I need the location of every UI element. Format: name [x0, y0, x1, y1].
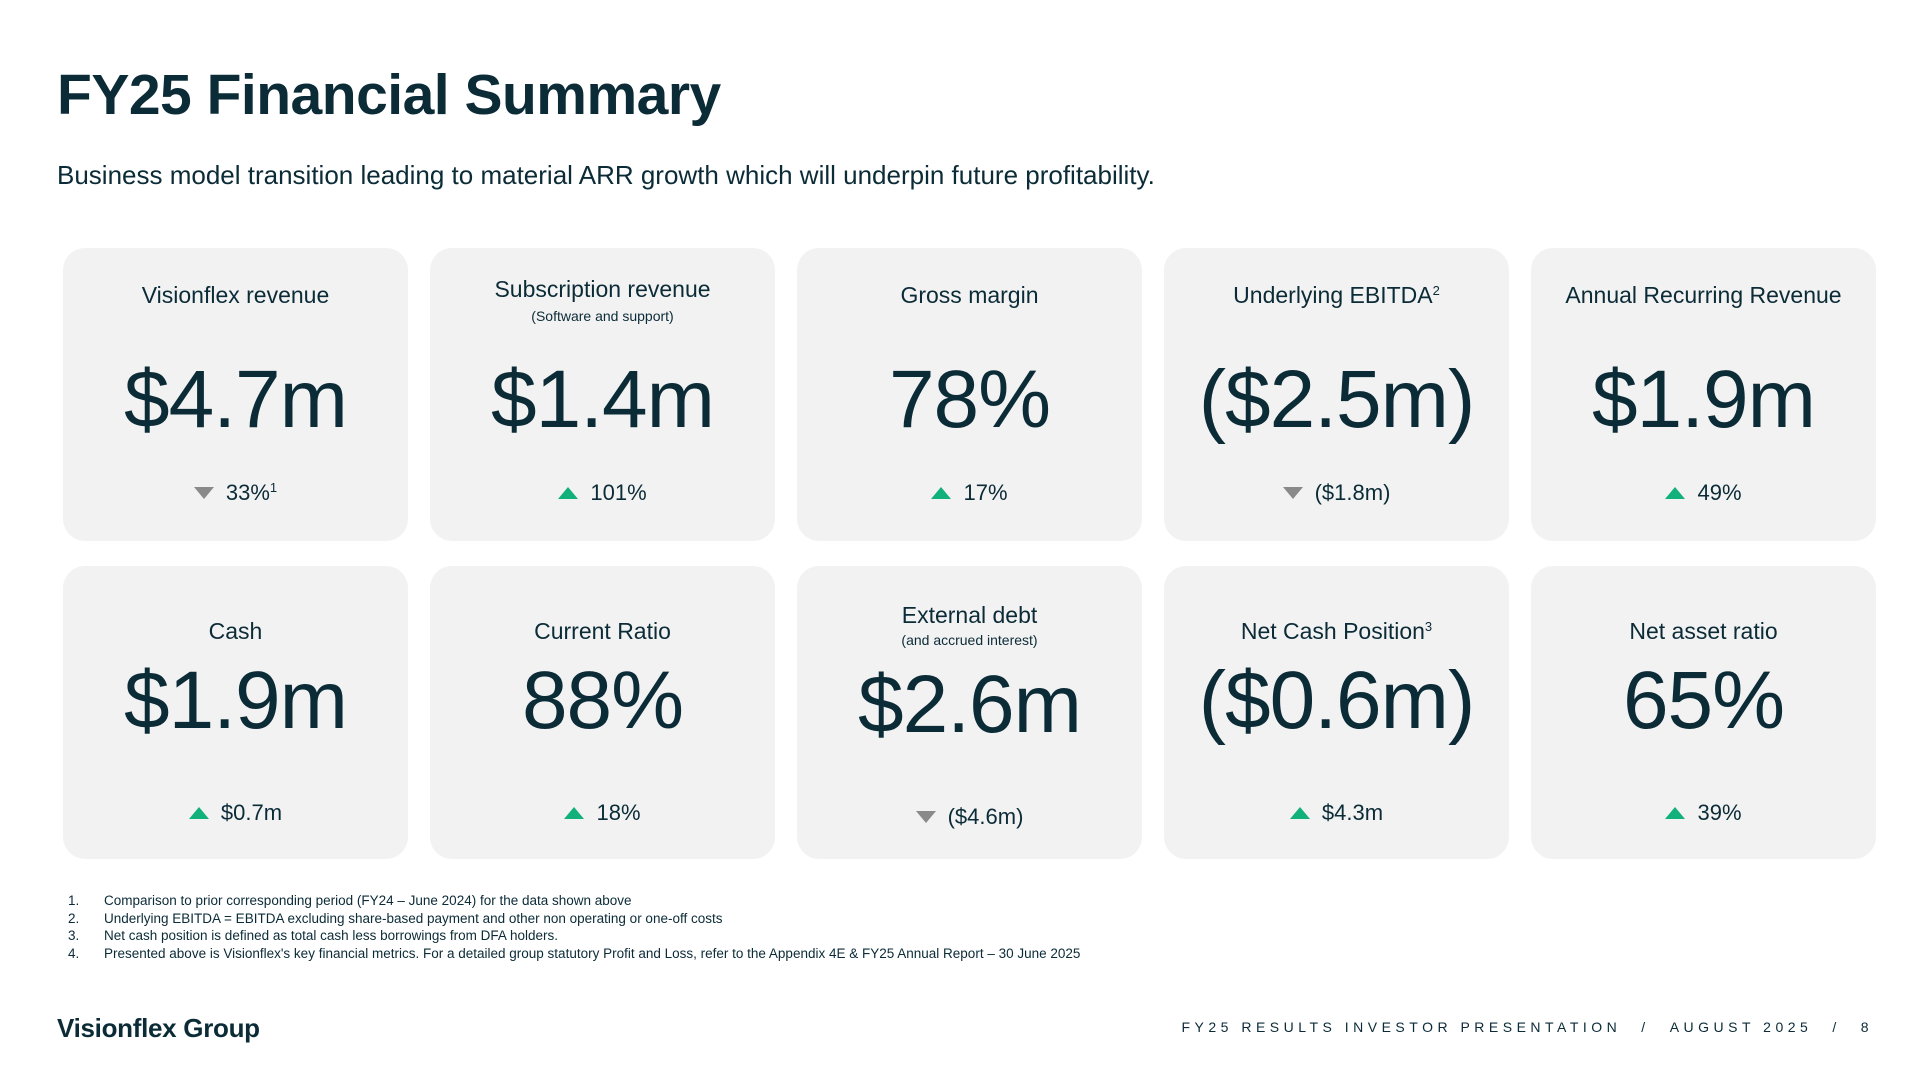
metric-change-value: 49%	[1697, 480, 1742, 505]
footnote-item: 3. Net cash position is defined as total …	[68, 928, 558, 943]
metric-change: 49%	[1531, 480, 1876, 506]
metric-sublabel: (Software and support)	[531, 308, 674, 324]
metric-label: Visionflex revenue	[141, 282, 330, 308]
metric-label: Underlying EBITDA2	[1233, 282, 1440, 308]
metric-value: ($2.5m)	[1198, 354, 1476, 445]
metric-value: $2.6m	[858, 659, 1082, 750]
metrics-grid: Visionflex revenue $4.7m 33%1 Subscripti…	[63, 248, 1876, 859]
metric-value: $4.7m	[124, 354, 348, 445]
metric-sublabel: (and accrued interest)	[901, 632, 1038, 648]
metric-change: 39%	[1531, 800, 1876, 826]
footnotes: 1. Comparison to prior corresponding peri…	[68, 892, 1080, 962]
page-number: 8	[1860, 1019, 1873, 1035]
footer-meta: FY25 RESULTS INVESTOR PRESENTATION / AUG…	[1181, 1019, 1873, 1035]
metric-card-visionflex-revenue: Visionflex revenue $4.7m 33%1	[63, 248, 408, 541]
metric-card-subscription-revenue: Subscription revenue (Software and suppo…	[430, 248, 775, 541]
metric-change: $0.7m	[63, 800, 408, 826]
metric-change-value: 18%	[596, 800, 641, 825]
metric-value: $1.9m	[1592, 354, 1816, 445]
metric-change-value: $4.3m	[1321, 800, 1384, 825]
metric-change: 101%	[430, 480, 775, 506]
metric-label: Net asset ratio	[1629, 618, 1778, 644]
metric-change: ($4.6m)	[797, 804, 1142, 830]
metric-card-cash: Cash $1.9m $0.7m	[63, 566, 408, 859]
metric-value: 88%	[521, 655, 684, 746]
metric-change-value: 33%1	[225, 480, 278, 505]
triangle-up-icon	[558, 487, 579, 499]
metric-card-annual-recurring-revenue: Annual Recurring Revenue $1.9m 49%	[1531, 248, 1876, 541]
footnote-item: 4. Presented above is Visionflex's key fi…	[68, 945, 1081, 961]
triangle-up-icon	[1665, 807, 1686, 819]
triangle-up-icon	[931, 487, 952, 499]
page-title: FY25 Financial Summary	[57, 63, 721, 127]
metric-change: 18%	[430, 800, 775, 826]
page-subtitle: Business model transition leading to mat…	[57, 160, 1155, 190]
presentation-date: AUGUST 2025	[1669, 1019, 1813, 1035]
visionflex-logo: Visionflex Group	[57, 1013, 260, 1043]
metric-card-current-ratio: Current Ratio 88% 18%	[430, 566, 775, 859]
metric-value: 65%	[1622, 655, 1785, 746]
metric-card-net-cash-position: Net Cash Position3 ($0.6m) $4.3m	[1164, 566, 1509, 859]
footnote-item: 2. Underlying EBITDA = EBITDA excluding s…	[68, 910, 723, 926]
metric-value: $1.4m	[491, 354, 715, 445]
triangle-down-icon	[193, 487, 214, 499]
footer-separator: /	[1832, 1019, 1841, 1035]
presentation-name: FY25 RESULTS INVESTOR PRESENTATION	[1181, 1019, 1622, 1035]
footnote-ref: 3	[1424, 619, 1433, 634]
metric-label: Subscription revenue	[494, 276, 711, 302]
footnote-ref: 2	[1432, 283, 1440, 298]
metric-change: 33%1	[63, 480, 408, 506]
metric-label: Annual Recurring Revenue	[1565, 282, 1842, 308]
metric-card-external-debt: External debt (and accrued interest) $2.…	[797, 566, 1142, 859]
metric-change-value: 17%	[963, 480, 1008, 505]
metric-change-value: 101%	[590, 480, 647, 505]
triangle-up-icon	[1289, 807, 1310, 819]
metric-label: Current Ratio	[534, 618, 671, 644]
metric-change-value: ($1.8m)	[1314, 480, 1391, 505]
triangle-down-icon	[915, 811, 936, 823]
metric-change-value: ($4.6m)	[947, 804, 1024, 829]
metric-value: ($0.6m)	[1198, 655, 1476, 746]
metric-value: 78%	[888, 354, 1051, 445]
footer-separator: /	[1641, 1019, 1650, 1035]
metric-card-net-asset-ratio: Net asset ratio 65% 39%	[1531, 566, 1876, 859]
metric-label: External debt	[901, 602, 1038, 628]
footnote-item: 1. Comparison to prior corresponding peri…	[68, 893, 632, 908]
footnote-ref: 1	[269, 480, 278, 495]
metric-card-gross-margin: Gross margin 78% 17%	[797, 248, 1142, 541]
metric-change-value: $0.7m	[220, 800, 283, 825]
metric-change-value: 39%	[1697, 800, 1742, 825]
triangle-down-icon	[1282, 487, 1303, 499]
triangle-up-icon	[188, 807, 209, 819]
metric-change: $4.3m	[1164, 800, 1509, 826]
metric-label: Gross margin	[900, 282, 1039, 308]
metric-value: $1.9m	[124, 655, 348, 746]
metric-label: Net Cash Position3	[1240, 618, 1433, 644]
triangle-up-icon	[564, 807, 585, 819]
triangle-up-icon	[1665, 487, 1686, 499]
metric-card-underlying-ebitda: Underlying EBITDA2 ($2.5m) ($1.8m)	[1164, 248, 1509, 541]
metric-change: ($1.8m)	[1164, 480, 1509, 506]
metric-label: Cash	[208, 618, 263, 644]
metric-change: 17%	[797, 480, 1142, 506]
